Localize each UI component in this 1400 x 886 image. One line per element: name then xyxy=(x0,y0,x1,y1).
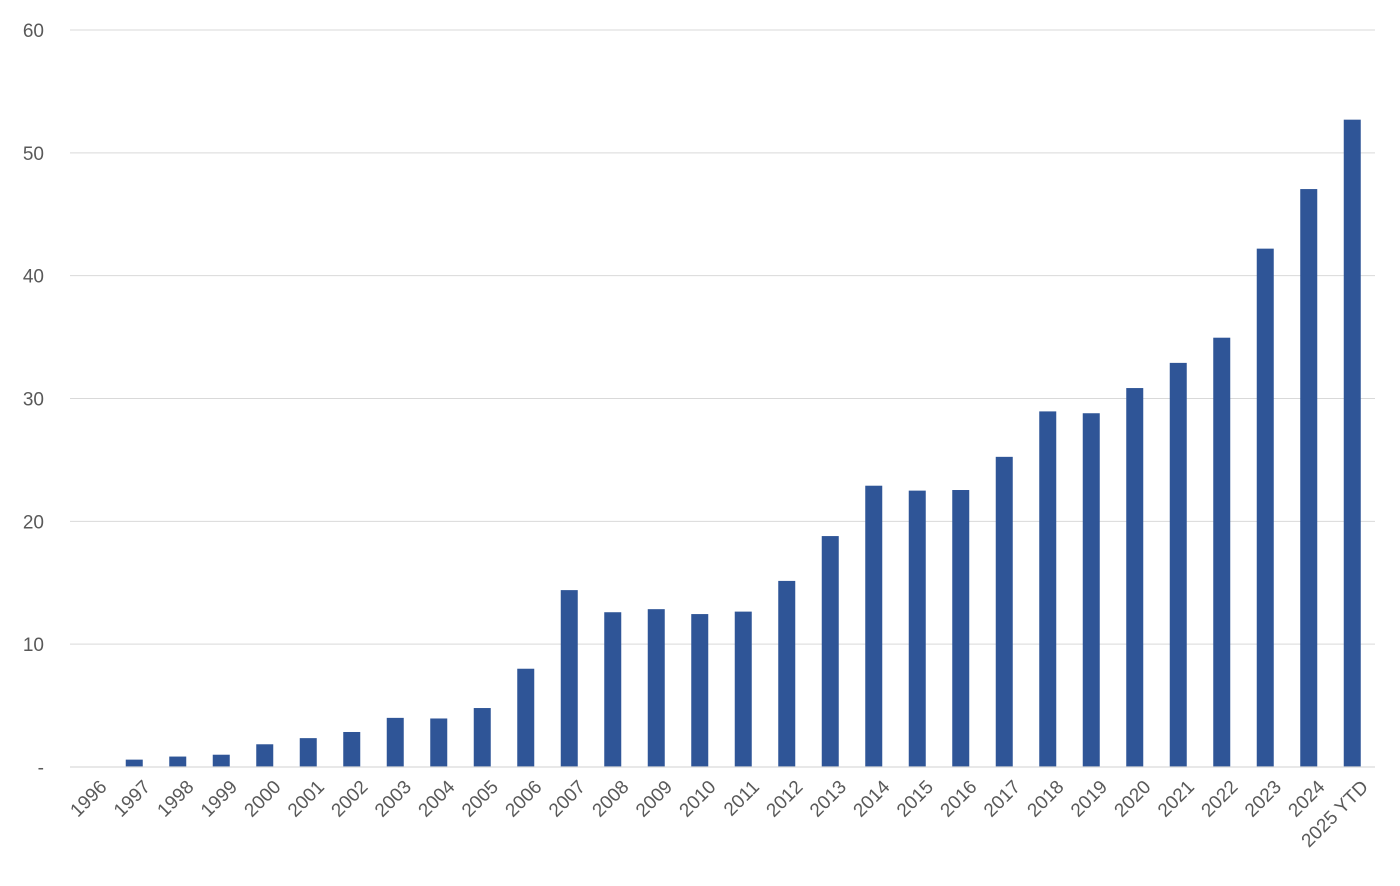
x-tick-label: 2017 xyxy=(980,777,1025,822)
y-tick-label: 50 xyxy=(23,144,44,165)
bar-1997 xyxy=(125,759,143,767)
y-tick-label: 20 xyxy=(23,512,44,533)
x-tick-label: 2004 xyxy=(415,776,460,821)
bar-2025-ytd xyxy=(1343,119,1361,767)
bar-2021 xyxy=(1169,362,1187,767)
bar-2006 xyxy=(517,668,535,767)
x-tick-label: 2010 xyxy=(676,777,721,822)
x-tick-label: 2002 xyxy=(328,777,373,822)
bar-2008 xyxy=(604,612,622,767)
x-tick-label: 1997 xyxy=(110,777,155,822)
y-tick-label: - xyxy=(38,758,44,779)
bars xyxy=(125,119,1361,768)
x-tick-label: 2020 xyxy=(1111,777,1156,822)
x-tick-label: 1998 xyxy=(154,777,199,822)
bar-2013 xyxy=(821,536,839,767)
bar-2024 xyxy=(1300,189,1318,768)
bar-2020 xyxy=(1126,388,1144,767)
bar-2000 xyxy=(256,744,274,767)
x-tick-label: 2006 xyxy=(502,777,547,822)
x-tick-label: 2016 xyxy=(937,777,982,822)
x-tick-label: 2015 xyxy=(893,777,938,822)
x-tick-label: 2008 xyxy=(589,777,634,822)
bar-2018 xyxy=(1039,411,1057,767)
x-tick-label: 2007 xyxy=(545,777,590,822)
x-tick-label: 1996 xyxy=(67,777,112,822)
x-tick-label: 2013 xyxy=(806,777,851,822)
bar-2007 xyxy=(560,590,578,767)
bar-2023 xyxy=(1256,248,1274,768)
bar-1999 xyxy=(212,754,230,767)
x-tick-label: 2023 xyxy=(1241,777,1286,822)
bar-2001 xyxy=(299,738,317,767)
x-tick-label: 2003 xyxy=(371,777,416,822)
x-tick-label: 2018 xyxy=(1024,777,1069,822)
x-tick-label: 2011 xyxy=(720,777,764,821)
gridlines xyxy=(70,29,1375,645)
bar-2015 xyxy=(908,490,926,767)
bar-2005 xyxy=(473,708,491,767)
bar-1998 xyxy=(169,756,187,767)
bar-2012 xyxy=(778,580,796,767)
x-tick-label: 2019 xyxy=(1067,777,1112,822)
bar-2016 xyxy=(952,490,970,767)
x-tick-label: 2021 xyxy=(1154,777,1199,822)
x-tick-label: 2012 xyxy=(763,777,808,822)
x-tick-label: 2001 xyxy=(284,777,329,822)
y-tick-label: 10 xyxy=(23,635,44,656)
x-tick-label: 2022 xyxy=(1198,777,1243,822)
bar-2011 xyxy=(734,611,752,767)
x-tick-label: 2009 xyxy=(632,777,677,822)
bar-2017 xyxy=(995,456,1013,767)
bar-2004 xyxy=(430,718,448,767)
bar-2022 xyxy=(1213,337,1231,767)
bar-2010 xyxy=(691,614,709,767)
y-tick-label: 60 xyxy=(23,21,44,42)
x-tick-label: 1999 xyxy=(197,777,242,822)
x-tick-label: 2005 xyxy=(458,777,503,822)
bar-2009 xyxy=(647,609,665,767)
bar-2014 xyxy=(865,485,883,767)
x-tick-label: 2000 xyxy=(241,777,286,822)
bar-2003 xyxy=(386,717,404,767)
y-axis-tick-labels: - 10 20 30 40 50 60 xyxy=(23,21,44,779)
bar-2002 xyxy=(343,731,361,767)
y-tick-label: 40 xyxy=(23,267,44,288)
x-axis-tick-labels: 1996199719981999200020012002200320042005… xyxy=(67,776,1373,851)
bar-2019 xyxy=(1082,413,1100,767)
y-tick-label: 30 xyxy=(23,390,44,411)
x-tick-label: 2014 xyxy=(850,776,895,821)
